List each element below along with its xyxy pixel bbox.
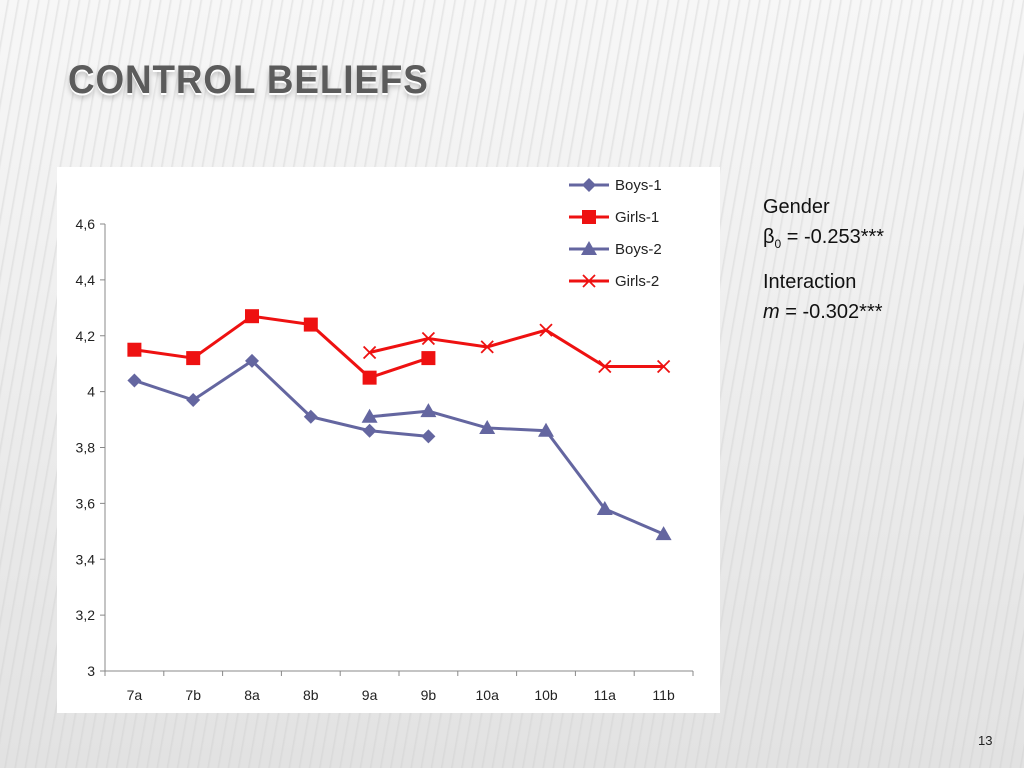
x-marker-stroke (539, 323, 553, 337)
data-point-boys-1 (303, 409, 318, 424)
legend-entry-boys-1: Boys-1 (569, 177, 662, 194)
data-point-girls-2 (421, 331, 436, 346)
data-point-girls-1 (303, 317, 318, 332)
legend-label: Girls-2 (615, 273, 659, 290)
data-point-boys-2 (538, 422, 554, 437)
x-tick-label: 9b (421, 687, 437, 703)
legend-entry-girls-2: Girls-2 (569, 273, 659, 290)
y-tick-label: 4,4 (76, 272, 96, 288)
x-tick-label: 9a (362, 687, 378, 703)
statistics-annotation: Gender β0 = -0.253*** Interaction m = -0… (763, 192, 1003, 327)
x-marker-stroke (598, 359, 612, 374)
x-tick-label: 11b (652, 687, 675, 703)
data-point-girls-2 (362, 345, 377, 360)
legend-marker (582, 274, 596, 288)
data-point-boys-2 (596, 500, 613, 515)
data-point-boys-1 (362, 423, 377, 438)
x-marker-stroke (582, 274, 596, 288)
x-marker-stroke (362, 345, 377, 360)
legend-label: Boys-2 (615, 241, 662, 258)
beta-symbol: β (763, 226, 775, 248)
data-point-girls-1 (421, 351, 436, 366)
legend-label: Boys-1 (615, 177, 662, 194)
x-tick-label: 8a (244, 687, 260, 703)
x-tick-label: 8b (303, 687, 319, 703)
x-tick-label: 7b (185, 687, 201, 703)
m-value: = -0.302*** (779, 301, 883, 323)
y-tick-label: 3,8 (76, 440, 96, 456)
data-point-boys-1 (245, 353, 259, 368)
legend-entry-girls-1: Girls-1 (569, 209, 659, 226)
beta-subscript: 0 (774, 237, 782, 251)
x-marker-stroke (480, 340, 494, 354)
data-point-girls-2 (656, 359, 671, 374)
x-tick-label: 10a (476, 687, 500, 703)
series-line-boys-1 (133, 358, 429, 438)
x-marker-stroke (656, 359, 671, 374)
x-tick-label: 10b (534, 687, 558, 703)
data-point-boys-2 (361, 408, 378, 423)
data-point-boys-2 (655, 526, 672, 541)
y-tick-label: 4,2 (76, 328, 96, 344)
gender-label: Gender (763, 196, 830, 218)
line-chart: 3 3,2 3,4 3,6 3,8 4 4,2 4,4 4,6 7a 7b 8a 8b 9a 9b 10a 10… (57, 167, 720, 713)
series-line-girls-1 (134, 314, 429, 380)
interaction-m-line: m = -0.302*** (763, 297, 1003, 327)
data-point-girls-1 (127, 342, 142, 357)
series-line-boys-2 (369, 409, 665, 536)
beta-value: = -0.253*** (781, 226, 885, 248)
data-point-girls-1 (362, 370, 377, 385)
data-point-boys-2 (420, 403, 437, 418)
data-point-girls-2 (539, 323, 553, 337)
y-tick-label: 4 (87, 384, 95, 400)
y-tick-label: 3,6 (76, 495, 96, 511)
x-tick-label: 7a (127, 687, 143, 703)
slide-title: CONTROL BELIEFS (68, 58, 429, 102)
page-number: 13 (978, 733, 993, 748)
data-point-boys-2 (479, 419, 496, 434)
m-symbol: m (763, 301, 780, 323)
data-point-girls-1 (186, 351, 201, 366)
data-point-boys-1 (421, 429, 436, 444)
interaction-label: Interaction (763, 271, 857, 293)
y-tick-label: 3 (87, 663, 95, 679)
data-point-girls-1 (245, 309, 259, 324)
x-marker-stroke (421, 331, 436, 346)
data-point-boys-1 (127, 373, 142, 388)
gender-beta-line: β0 = -0.253*** (763, 222, 1003, 253)
y-tick-label: 4,6 (76, 216, 96, 232)
legend-label: Girls-1 (615, 209, 659, 226)
chart-canvas: 3 3,2 3,4 3,6 3,8 4 4,2 4,4 4,6 7a 7b 8a 8b 9a 9b 10a 10… (76, 177, 694, 703)
legend-marker (582, 178, 596, 192)
y-tick-label: 3,2 (76, 607, 96, 623)
data-point-girls-2 (598, 359, 612, 374)
legend-entry-boys-2: Boys-2 (569, 241, 662, 258)
series-line-girls-2 (369, 328, 664, 368)
legend-marker (581, 241, 597, 255)
x-tick-label: 11a (594, 687, 617, 703)
data-point-girls-2 (480, 340, 494, 354)
data-point-boys-1 (186, 393, 201, 408)
y-tick-label: 3,4 (76, 551, 96, 567)
legend-marker (582, 210, 596, 224)
